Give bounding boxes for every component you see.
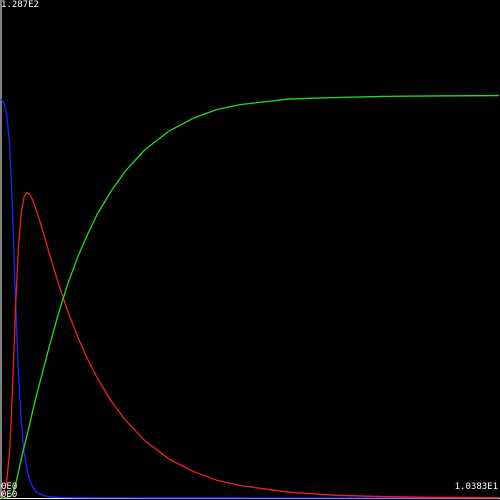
x-min-tick-label: 0E0: [1, 490, 17, 500]
series-line-1: [0, 99, 499, 499]
series-line-3: [0, 94, 500, 499]
y-min-tick-label: 0E0: [1, 482, 17, 492]
series-line-2: [0, 192, 500, 499]
y-max-tick-label: 1.287E2: [1, 0, 39, 10]
series-layer: [0, 94, 500, 499]
x-max-tick-label: 1.0383E1: [455, 482, 498, 492]
